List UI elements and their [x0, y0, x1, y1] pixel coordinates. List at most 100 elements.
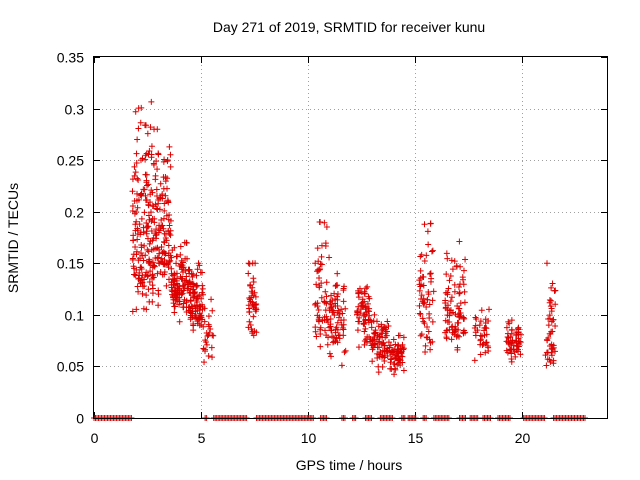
data-point — [485, 344, 492, 351]
data-point — [148, 143, 155, 150]
data-point — [190, 281, 197, 288]
data-point — [445, 285, 452, 292]
data-point — [374, 332, 381, 339]
data-point — [424, 323, 431, 330]
data-point — [416, 287, 423, 294]
data-point — [391, 345, 398, 352]
data-point — [460, 281, 467, 288]
data-point — [205, 321, 212, 328]
data-point — [428, 248, 435, 255]
data-point — [155, 151, 162, 158]
data-point — [193, 297, 200, 304]
data-point — [442, 304, 449, 311]
data-point — [312, 260, 319, 267]
data-point — [209, 307, 216, 314]
data-point — [179, 269, 186, 276]
data-point — [444, 291, 451, 298]
data-point — [421, 257, 428, 264]
data-point — [361, 338, 368, 345]
data-point — [399, 353, 406, 360]
data-point — [416, 302, 423, 309]
data-point — [426, 314, 433, 321]
data-point — [455, 283, 462, 290]
data-point — [427, 270, 434, 277]
data-point — [400, 346, 407, 353]
data-point — [342, 305, 349, 312]
data-point — [157, 225, 164, 232]
data-point — [339, 310, 346, 317]
data-point — [479, 333, 486, 340]
data-point — [326, 254, 333, 261]
data-point — [137, 231, 144, 238]
data-point — [145, 248, 152, 255]
data-point — [429, 247, 436, 254]
data-point — [133, 209, 140, 216]
data-point — [169, 288, 176, 295]
data-point — [134, 204, 141, 211]
data-point — [171, 309, 178, 316]
data-point — [203, 329, 210, 336]
data-point — [144, 235, 151, 242]
data-point — [483, 325, 490, 332]
data-point — [196, 262, 203, 269]
data-point — [150, 274, 157, 281]
data-point — [460, 327, 467, 334]
data-points — [91, 98, 588, 421]
data-point — [155, 200, 162, 207]
data-point — [139, 272, 146, 279]
data-point — [451, 258, 458, 265]
data-point — [362, 285, 369, 292]
data-point — [448, 324, 455, 331]
data-point — [478, 307, 485, 314]
data-point — [472, 314, 479, 321]
y-tick-label: 0.2 — [65, 205, 85, 221]
data-point — [147, 268, 154, 275]
data-point — [327, 323, 334, 330]
data-point — [430, 288, 437, 295]
data-point — [143, 228, 150, 235]
data-point — [312, 301, 319, 308]
data-point — [245, 270, 252, 277]
data-point — [161, 207, 168, 214]
data-point — [513, 338, 520, 345]
data-point — [143, 292, 150, 299]
data-point — [546, 299, 553, 306]
data-point — [376, 339, 383, 346]
data-point — [167, 163, 174, 170]
data-point — [322, 288, 329, 295]
data-point — [552, 322, 559, 329]
data-point — [147, 199, 154, 206]
data-point — [460, 267, 467, 274]
data-point — [145, 202, 152, 209]
data-point — [141, 283, 148, 290]
data-point — [176, 263, 183, 270]
data-point — [245, 302, 252, 309]
data-point — [250, 313, 257, 320]
data-point — [389, 351, 396, 358]
data-point — [357, 310, 364, 317]
data-point — [323, 279, 330, 286]
data-point — [317, 331, 324, 338]
data-point — [157, 180, 164, 187]
data-point — [461, 299, 468, 306]
data-point — [175, 286, 182, 293]
data-point — [173, 260, 180, 267]
data-point — [156, 246, 163, 253]
x-tick-label: 5 — [198, 430, 206, 446]
data-point — [427, 339, 434, 346]
data-point — [322, 243, 329, 250]
data-point — [204, 333, 211, 340]
data-point — [461, 315, 468, 322]
data-point — [137, 119, 144, 126]
data-point — [425, 291, 432, 298]
data-point — [546, 330, 553, 337]
data-point — [388, 355, 395, 362]
data-point — [462, 256, 469, 263]
data-point — [381, 324, 388, 331]
data-point — [421, 320, 428, 327]
data-point — [334, 302, 341, 309]
data-point — [135, 288, 142, 295]
data-point — [359, 296, 366, 303]
data-point — [419, 315, 426, 322]
data-point — [143, 179, 150, 186]
